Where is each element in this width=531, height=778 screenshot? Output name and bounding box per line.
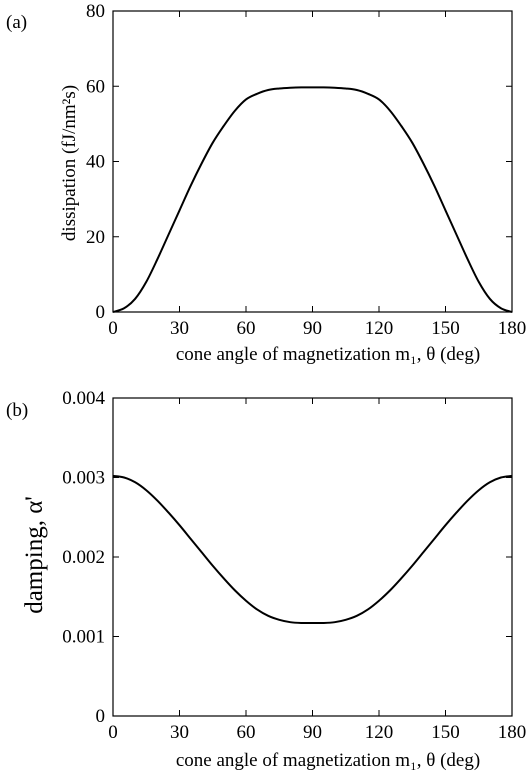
panel-b-x-axis-label: cone angle of magnetization m₁, θ (deg) [176, 750, 480, 771]
panel-b-ticks: 0 30 60 90 120 150 180 0 0.001 0.002 0.003 0.004 [62, 388, 526, 743]
panel-a-x-tick-label: 120 [365, 318, 394, 339]
panel-b-y-tick-label: 0 [96, 706, 106, 727]
panel-b-x-tick-label: 150 [431, 722, 460, 743]
panel-a-ticks: 0 30 60 90 120 150 180 0 20 40 60 80 [86, 1, 526, 339]
panel-a-x-tick-label: 0 [108, 318, 118, 339]
panel-b-x-tick-label: 90 [303, 722, 322, 743]
panel-a-x-axis-label: cone angle of magnetization m₁, θ (deg) [176, 344, 480, 365]
panel-a-y-tick-label: 0 [96, 302, 106, 323]
panel-a-y-tick-label: 60 [86, 76, 105, 97]
panel-b: (b) damping, α' cone angle of magnetizat… [6, 388, 526, 771]
panel-b-y-tick-label: 0.003 [62, 468, 105, 489]
panel-b-y-tick-label: 0.001 [62, 627, 105, 648]
panel-a-x-tick-label: 180 [498, 318, 527, 339]
panel-a-y-axis-label: dissipation (fJ/nm²s) [59, 85, 80, 241]
panel-a-y-tick-label: 20 [86, 227, 105, 248]
panel-a-plot-frame [112, 10, 513, 313]
panel-b-y-axis-label: damping, α' [21, 496, 48, 614]
panel-b-plot-frame [112, 397, 513, 717]
panel-a: (a) dissipation (fJ/nm²s) cone angle of … [6, 1, 526, 365]
panel-a-y-tick-label: 40 [86, 152, 105, 173]
panel-a-label: (a) [6, 12, 27, 33]
panel-b-series-line [112, 474, 513, 625]
panel-b-x-tick-label: 60 [237, 722, 256, 743]
panel-b-x-tick-label: 0 [108, 722, 118, 743]
panel-b-x-tick-label: 30 [170, 722, 189, 743]
panel-a-y-tick-label: 80 [86, 1, 105, 22]
panel-a-x-tick-label: 30 [170, 318, 189, 339]
panel-a-x-tick-label: 150 [431, 318, 460, 339]
panel-b-label: (b) [6, 400, 28, 421]
panel-a-x-tick-label: 60 [237, 318, 256, 339]
panel-b-x-tick-label: 120 [365, 722, 394, 743]
panel-a-series-line [112, 86, 513, 313]
panel-b-y-tick-label: 0.004 [62, 388, 105, 409]
panel-a-x-tick-label: 90 [303, 318, 322, 339]
panel-b-x-tick-label: 180 [498, 722, 527, 743]
panel-b-y-tick-label: 0.002 [62, 547, 105, 568]
